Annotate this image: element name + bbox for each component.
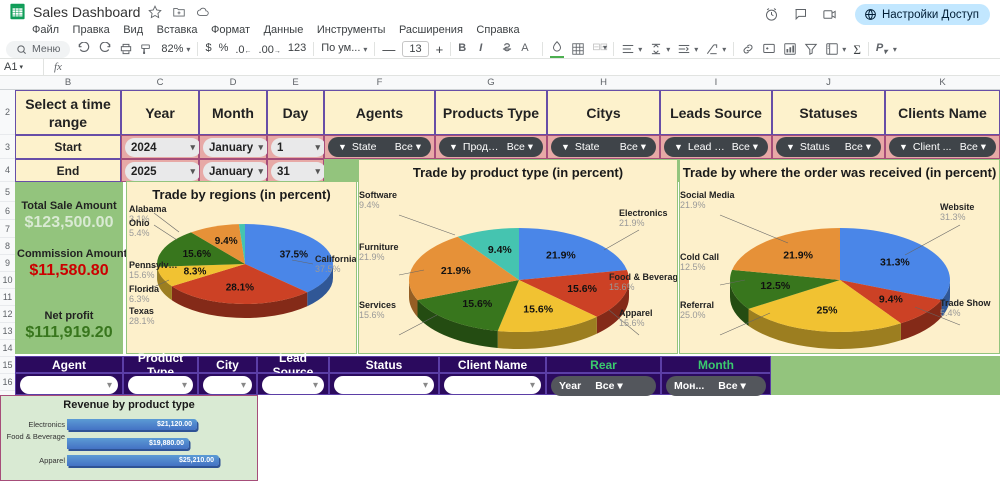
svg-text:15.6%: 15.6% [523, 304, 553, 316]
svg-text:15.6%: 15.6% [462, 298, 492, 310]
svg-text:12.5%: 12.5% [760, 280, 790, 292]
svg-text:25%: 25% [816, 304, 838, 316]
svg-text:21.9%: 21.9% [546, 250, 576, 262]
svg-text:8.3%: 8.3% [184, 266, 207, 277]
svg-text:21.9%: 21.9% [783, 250, 813, 262]
svg-text:9.4%: 9.4% [215, 236, 238, 247]
svg-text:37.5%: 37.5% [280, 249, 308, 260]
svg-text:9.4%: 9.4% [488, 244, 513, 256]
svg-text:15.6%: 15.6% [183, 249, 211, 260]
svg-text:21.9%: 21.9% [441, 265, 471, 277]
svg-text:28.1%: 28.1% [226, 283, 254, 294]
svg-text:31.3%: 31.3% [880, 256, 910, 268]
svg-text:15.6%: 15.6% [567, 283, 597, 295]
svg-text:9.4%: 9.4% [879, 294, 904, 306]
